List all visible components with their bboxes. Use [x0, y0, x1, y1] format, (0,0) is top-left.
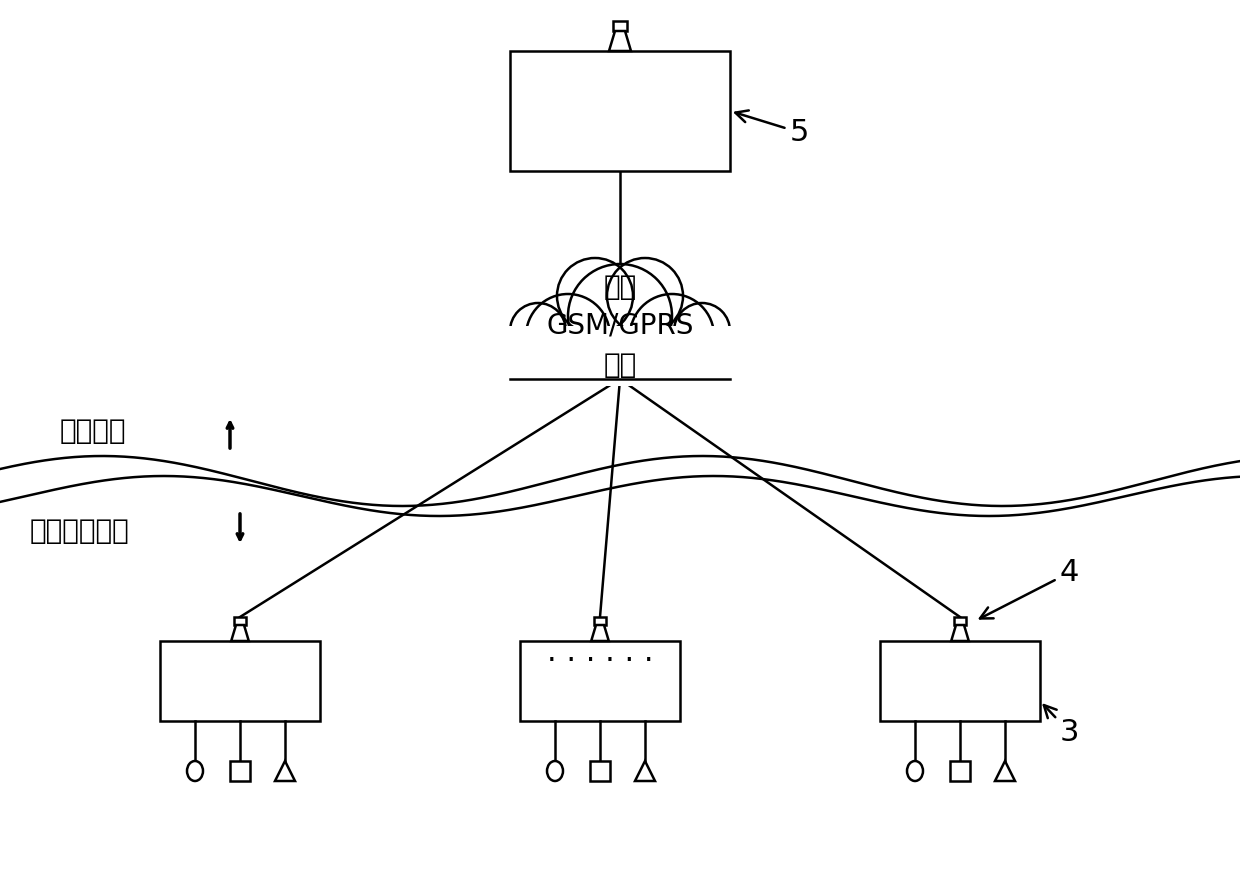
Polygon shape [994, 761, 1016, 781]
Bar [510, 51, 730, 171]
Bar [955, 617, 966, 625]
Ellipse shape [547, 761, 563, 781]
Circle shape [526, 294, 610, 378]
Polygon shape [275, 761, 295, 781]
Text: 无线
GSM/GPRS
网络: 无线 GSM/GPRS 网络 [547, 273, 693, 379]
Polygon shape [231, 625, 249, 641]
Polygon shape [591, 625, 609, 641]
Circle shape [568, 264, 672, 368]
Bar [160, 641, 320, 721]
Circle shape [675, 303, 730, 359]
Text: 3: 3 [1044, 705, 1080, 747]
Text: 5: 5 [735, 111, 810, 147]
Bar [590, 761, 610, 781]
Text: · · · · · ·: · · · · · · [547, 646, 653, 676]
Circle shape [557, 258, 632, 334]
Ellipse shape [906, 761, 923, 781]
Bar [505, 326, 735, 386]
Bar [520, 641, 680, 721]
Text: 海洋环流环境: 海洋环流环境 [30, 517, 130, 545]
Polygon shape [635, 761, 655, 781]
Bar [613, 21, 627, 31]
Circle shape [608, 258, 683, 334]
Bar [880, 641, 1040, 721]
Bar [950, 761, 970, 781]
Text: 路上环境: 路上环境 [60, 417, 126, 445]
Polygon shape [609, 31, 631, 51]
Bar [229, 761, 250, 781]
Circle shape [510, 303, 565, 359]
Polygon shape [951, 625, 968, 641]
Ellipse shape [187, 761, 203, 781]
Bar [234, 617, 246, 625]
Bar [594, 617, 605, 625]
Text: 4: 4 [980, 558, 1079, 618]
Circle shape [630, 294, 714, 378]
